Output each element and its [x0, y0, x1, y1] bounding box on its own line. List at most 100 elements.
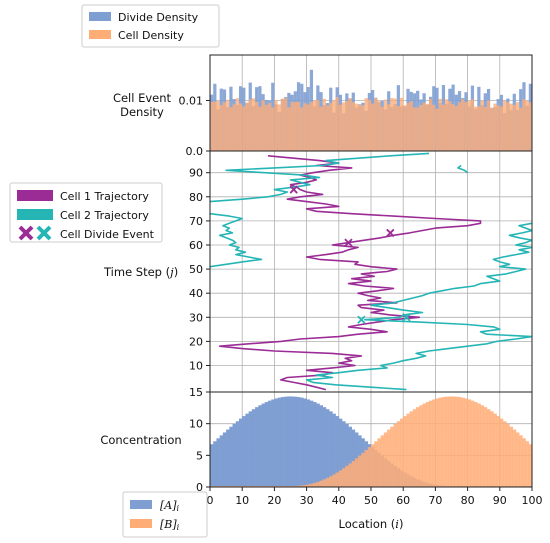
conc-b-bar [390, 426, 394, 487]
cell-density-bar [245, 102, 249, 151]
conc-b-bar [522, 438, 526, 487]
conc-a-bar [232, 423, 237, 487]
trajectory-panel: 10 20 30 40 50 60 70 80 90 [189, 150, 533, 393]
conc-b-bar [515, 432, 520, 487]
legend-swatch-divide [89, 12, 111, 21]
conc-a-bar [267, 400, 272, 487]
x-tick-label: 20 [267, 494, 281, 507]
conc-b-bar [483, 407, 488, 487]
conc-a-bar [342, 421, 346, 487]
cell-density-bar [390, 98, 394, 151]
conc-b-bar [338, 470, 343, 487]
conc-b-bar [496, 416, 501, 487]
conc-a-bar [332, 413, 336, 487]
cell-density-bar [309, 102, 314, 151]
cell-density-bar [348, 98, 352, 151]
conc-b-bar [435, 398, 439, 487]
conc-a-bar [235, 421, 240, 487]
conc-a-bar [264, 402, 269, 487]
legend-label-divide-event: Cell Divide Event [60, 228, 155, 241]
cell-density-bar [509, 103, 513, 151]
y-tick-label: 0.01 [179, 94, 204, 107]
divide-event-marker [386, 228, 395, 238]
conc-b-bar [303, 485, 307, 487]
conc-b-bar [425, 402, 430, 487]
cell-density-bar [412, 107, 417, 151]
conc-b-bar [332, 474, 336, 487]
cell-density-bar [490, 107, 494, 151]
cell-density-bar [325, 105, 330, 151]
x-tick-label: 90 [493, 494, 507, 507]
x-tick-label: 100 [522, 494, 543, 507]
conc-a-bar [210, 444, 214, 487]
divide-event-marker [289, 185, 298, 194]
cell-density-bar [519, 107, 523, 151]
conc-b-bar [342, 468, 346, 487]
cell-density-bar [383, 99, 388, 151]
conc-b-bar [399, 418, 404, 487]
x-tick-label: 60 [396, 494, 410, 507]
conc-a-bar [345, 423, 349, 487]
conc-a-bar [277, 397, 282, 487]
cell-density-bar [293, 102, 297, 151]
y-tick-label: 0 [196, 481, 203, 494]
cell-density-bar [238, 103, 243, 151]
divide-event-marker [402, 313, 411, 322]
cell-density-bar [342, 102, 346, 151]
density-panel: 0.0 0.01 [179, 54, 533, 158]
cell-density-bar [264, 104, 268, 151]
cell-density-bar [409, 101, 413, 151]
conc-a-bar [274, 398, 278, 487]
conc-b-bar [371, 444, 375, 487]
conc-a-bar [216, 438, 220, 487]
conc-b-bar [441, 397, 446, 487]
cell-density-bar [361, 105, 365, 151]
cell-density-bar [229, 107, 233, 151]
cell-density-bar [438, 98, 442, 151]
divide-event-marker [357, 315, 366, 324]
cell2-trajectory-line [210, 152, 430, 203]
cell-density-bar [332, 100, 336, 151]
conc-b-bar [490, 411, 494, 487]
conc-b-bar [325, 477, 330, 487]
cell-density-bar [222, 102, 227, 151]
cell-density-bar [271, 107, 275, 151]
cell-density-bar [454, 105, 458, 151]
cell-density-bar [377, 101, 381, 151]
y-tick-label: 90 [189, 167, 203, 180]
cell-density-bar [371, 103, 375, 151]
conc-b-bar [506, 423, 510, 487]
conc-b-bar [519, 435, 523, 487]
x-tick-label: 30 [300, 494, 314, 507]
cell-density-bar [261, 100, 265, 151]
y-tick-label: 10 [189, 418, 203, 431]
cell-density-bar [470, 99, 475, 151]
cell-density-bar [467, 101, 471, 151]
conc-b-bar [480, 405, 484, 487]
conc-b-bar [348, 463, 352, 487]
cell-density-bar [374, 98, 378, 151]
x-tick-label: 50 [364, 494, 378, 507]
cell-density-bar [396, 106, 400, 151]
conc-b-bar [380, 435, 385, 487]
y-tick-label: 80 [189, 191, 203, 204]
conc-b-bar [383, 432, 388, 487]
concentration-panel: 0 5 10 15 0 10 20 30 40 50 60 70 80 90 100 [189, 386, 543, 507]
density-ylabel-line2: Density [120, 105, 164, 119]
conc-b-bar [406, 413, 410, 487]
cell-density-bar [255, 101, 259, 151]
conc-b-bar [457, 397, 462, 487]
x-axis-label: Location (i) [339, 517, 404, 531]
cell-density-bar [499, 106, 504, 151]
conc-a-bar [293, 396, 298, 487]
y-tick-label: 40 [189, 287, 203, 300]
conc-a-bar [226, 429, 230, 487]
conc-a-bar [309, 400, 314, 487]
cell-density-bar [461, 99, 465, 151]
conc-a-bar [251, 409, 256, 487]
conc-a-bar [242, 416, 246, 487]
cell-density-bar [219, 105, 223, 151]
conc-b-bar [296, 485, 301, 487]
y-tick-label: 30 [189, 311, 203, 324]
conc-a-bar [287, 396, 291, 487]
